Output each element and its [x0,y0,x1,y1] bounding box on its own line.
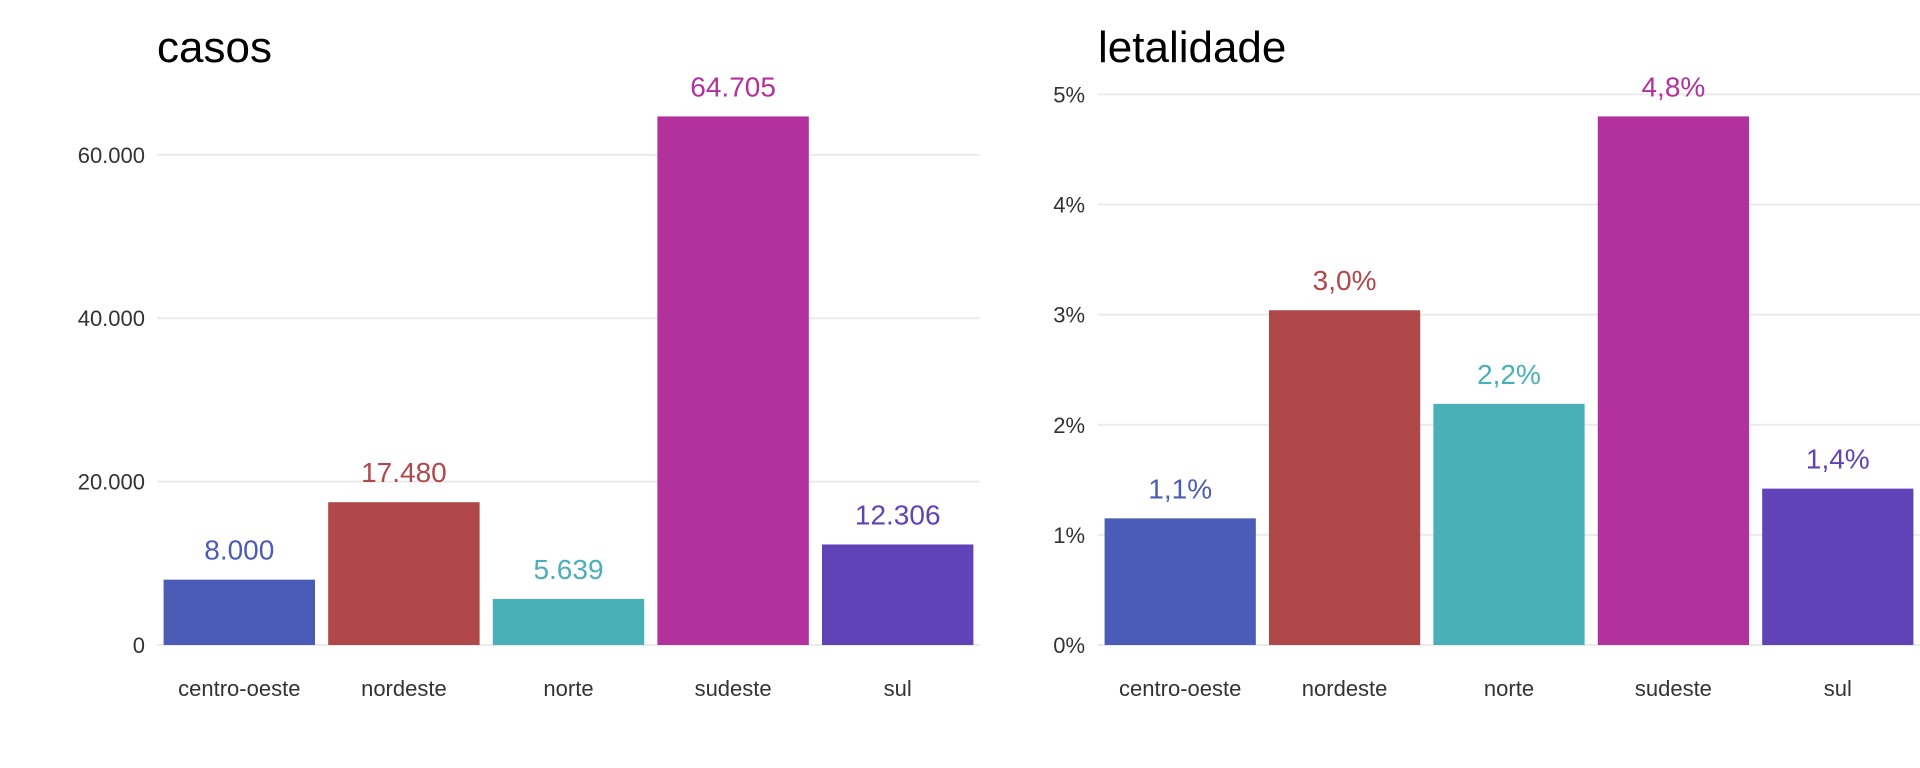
category-label-nordeste: nordeste [361,676,447,701]
category-label-sul: sul [884,676,912,701]
bar-norte [492,598,645,645]
bar-sul [1762,488,1914,645]
chart-title: casos [157,23,272,72]
bar-centro-oeste [163,579,316,645]
data-label-sul: 1,4% [1806,444,1870,475]
data-label-nordeste: 17.480 [361,457,447,488]
data-label-centro-oeste: 8.000 [204,535,274,566]
y-tick-label: 2% [1053,413,1085,438]
chart-title: letalidade [1098,23,1286,72]
bar-centro-oeste [1104,518,1256,645]
category-label-centro-oeste: centro-oeste [178,676,300,701]
y-tick-label: 60.000 [78,143,145,168]
category-label-sudeste: sudeste [695,676,772,701]
data-label-norte: 2,2% [1477,359,1541,390]
bar-nordeste [1268,310,1421,645]
y-tick-label: 0% [1053,633,1085,658]
category-label-norte: norte [543,676,593,701]
bar-norte [1433,403,1585,645]
data-label-sul: 12.306 [855,499,941,530]
bar-nordeste [328,502,480,645]
data-label-sudeste: 64.705 [690,71,776,102]
data-label-centro-oeste: 1,1% [1148,473,1212,504]
y-tick-label: 1% [1053,523,1085,548]
y-tick-label: 0 [133,633,145,658]
y-tick-label: 3% [1053,303,1085,328]
category-label-norte: norte [1484,676,1534,701]
y-tick-label: 40.000 [78,306,145,331]
category-label-centro-oeste: centro-oeste [1119,676,1241,701]
bar-sul [821,544,974,645]
data-label-sudeste: 4,8% [1641,71,1705,102]
data-label-nordeste: 3,0% [1313,265,1377,296]
y-tick-label: 20.000 [78,470,145,495]
category-label-sul: sul [1824,676,1852,701]
category-label-sudeste: sudeste [1635,676,1712,701]
category-label-nordeste: nordeste [1302,676,1388,701]
chart-panel-letalidade: letalidade 0% 1% 2% 3% 4% 5% 1,1% centro-oeste 3,… [1053,23,1920,701]
bar-sudeste [657,116,809,646]
chart-panel-casos: casos 0 20.000 40.000 60.000 8.000 centro-oest… [78,23,980,701]
y-tick-label: 4% [1053,193,1085,218]
y-tick-label: 5% [1053,82,1085,107]
bar-sudeste [1597,116,1750,645]
data-label-norte: 5.639 [533,554,603,585]
